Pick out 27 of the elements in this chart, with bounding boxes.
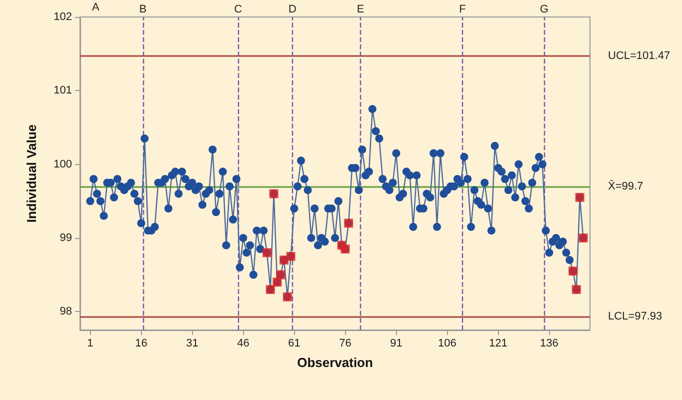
y-tick-label: 102 [54, 11, 72, 23]
x-tick-label: 121 [489, 338, 508, 350]
ref-line-label: E [356, 4, 364, 16]
ref-line-label: LCL=97.93 [608, 310, 662, 323]
x-tick-label: 106 [438, 338, 456, 350]
ref-line-label: G [540, 4, 548, 16]
x-tick-label: 136 [540, 338, 558, 350]
ref-line-label: F [459, 4, 466, 16]
y-tick-label: 101 [54, 84, 72, 97]
ref-line-label: C [234, 4, 242, 16]
y-axis-title: Individual Value [24, 124, 39, 223]
y-tick-label: 98 [60, 306, 72, 318]
x-tick-label: 76 [339, 338, 352, 350]
x-tick-label: 91 [390, 338, 402, 350]
ref-line-label: UCL=101.47 [608, 50, 670, 62]
ref-line-label: B [139, 4, 147, 16]
x-tick-label: 46 [237, 338, 250, 350]
x-tick-label: 16 [135, 338, 148, 350]
x-tick-label: 31 [186, 338, 198, 350]
x-tick-label: 1 [87, 338, 94, 350]
ref-line-label: D [288, 4, 297, 16]
y-tick-label: 99 [60, 232, 72, 244]
y-tick-label: 100 [54, 158, 72, 170]
x-tick-label: 61 [288, 338, 300, 350]
x-axis-title: Observation [297, 355, 373, 370]
text: A [92, 2, 100, 14]
ref-line-label: X̄=99.7 [608, 180, 644, 192]
